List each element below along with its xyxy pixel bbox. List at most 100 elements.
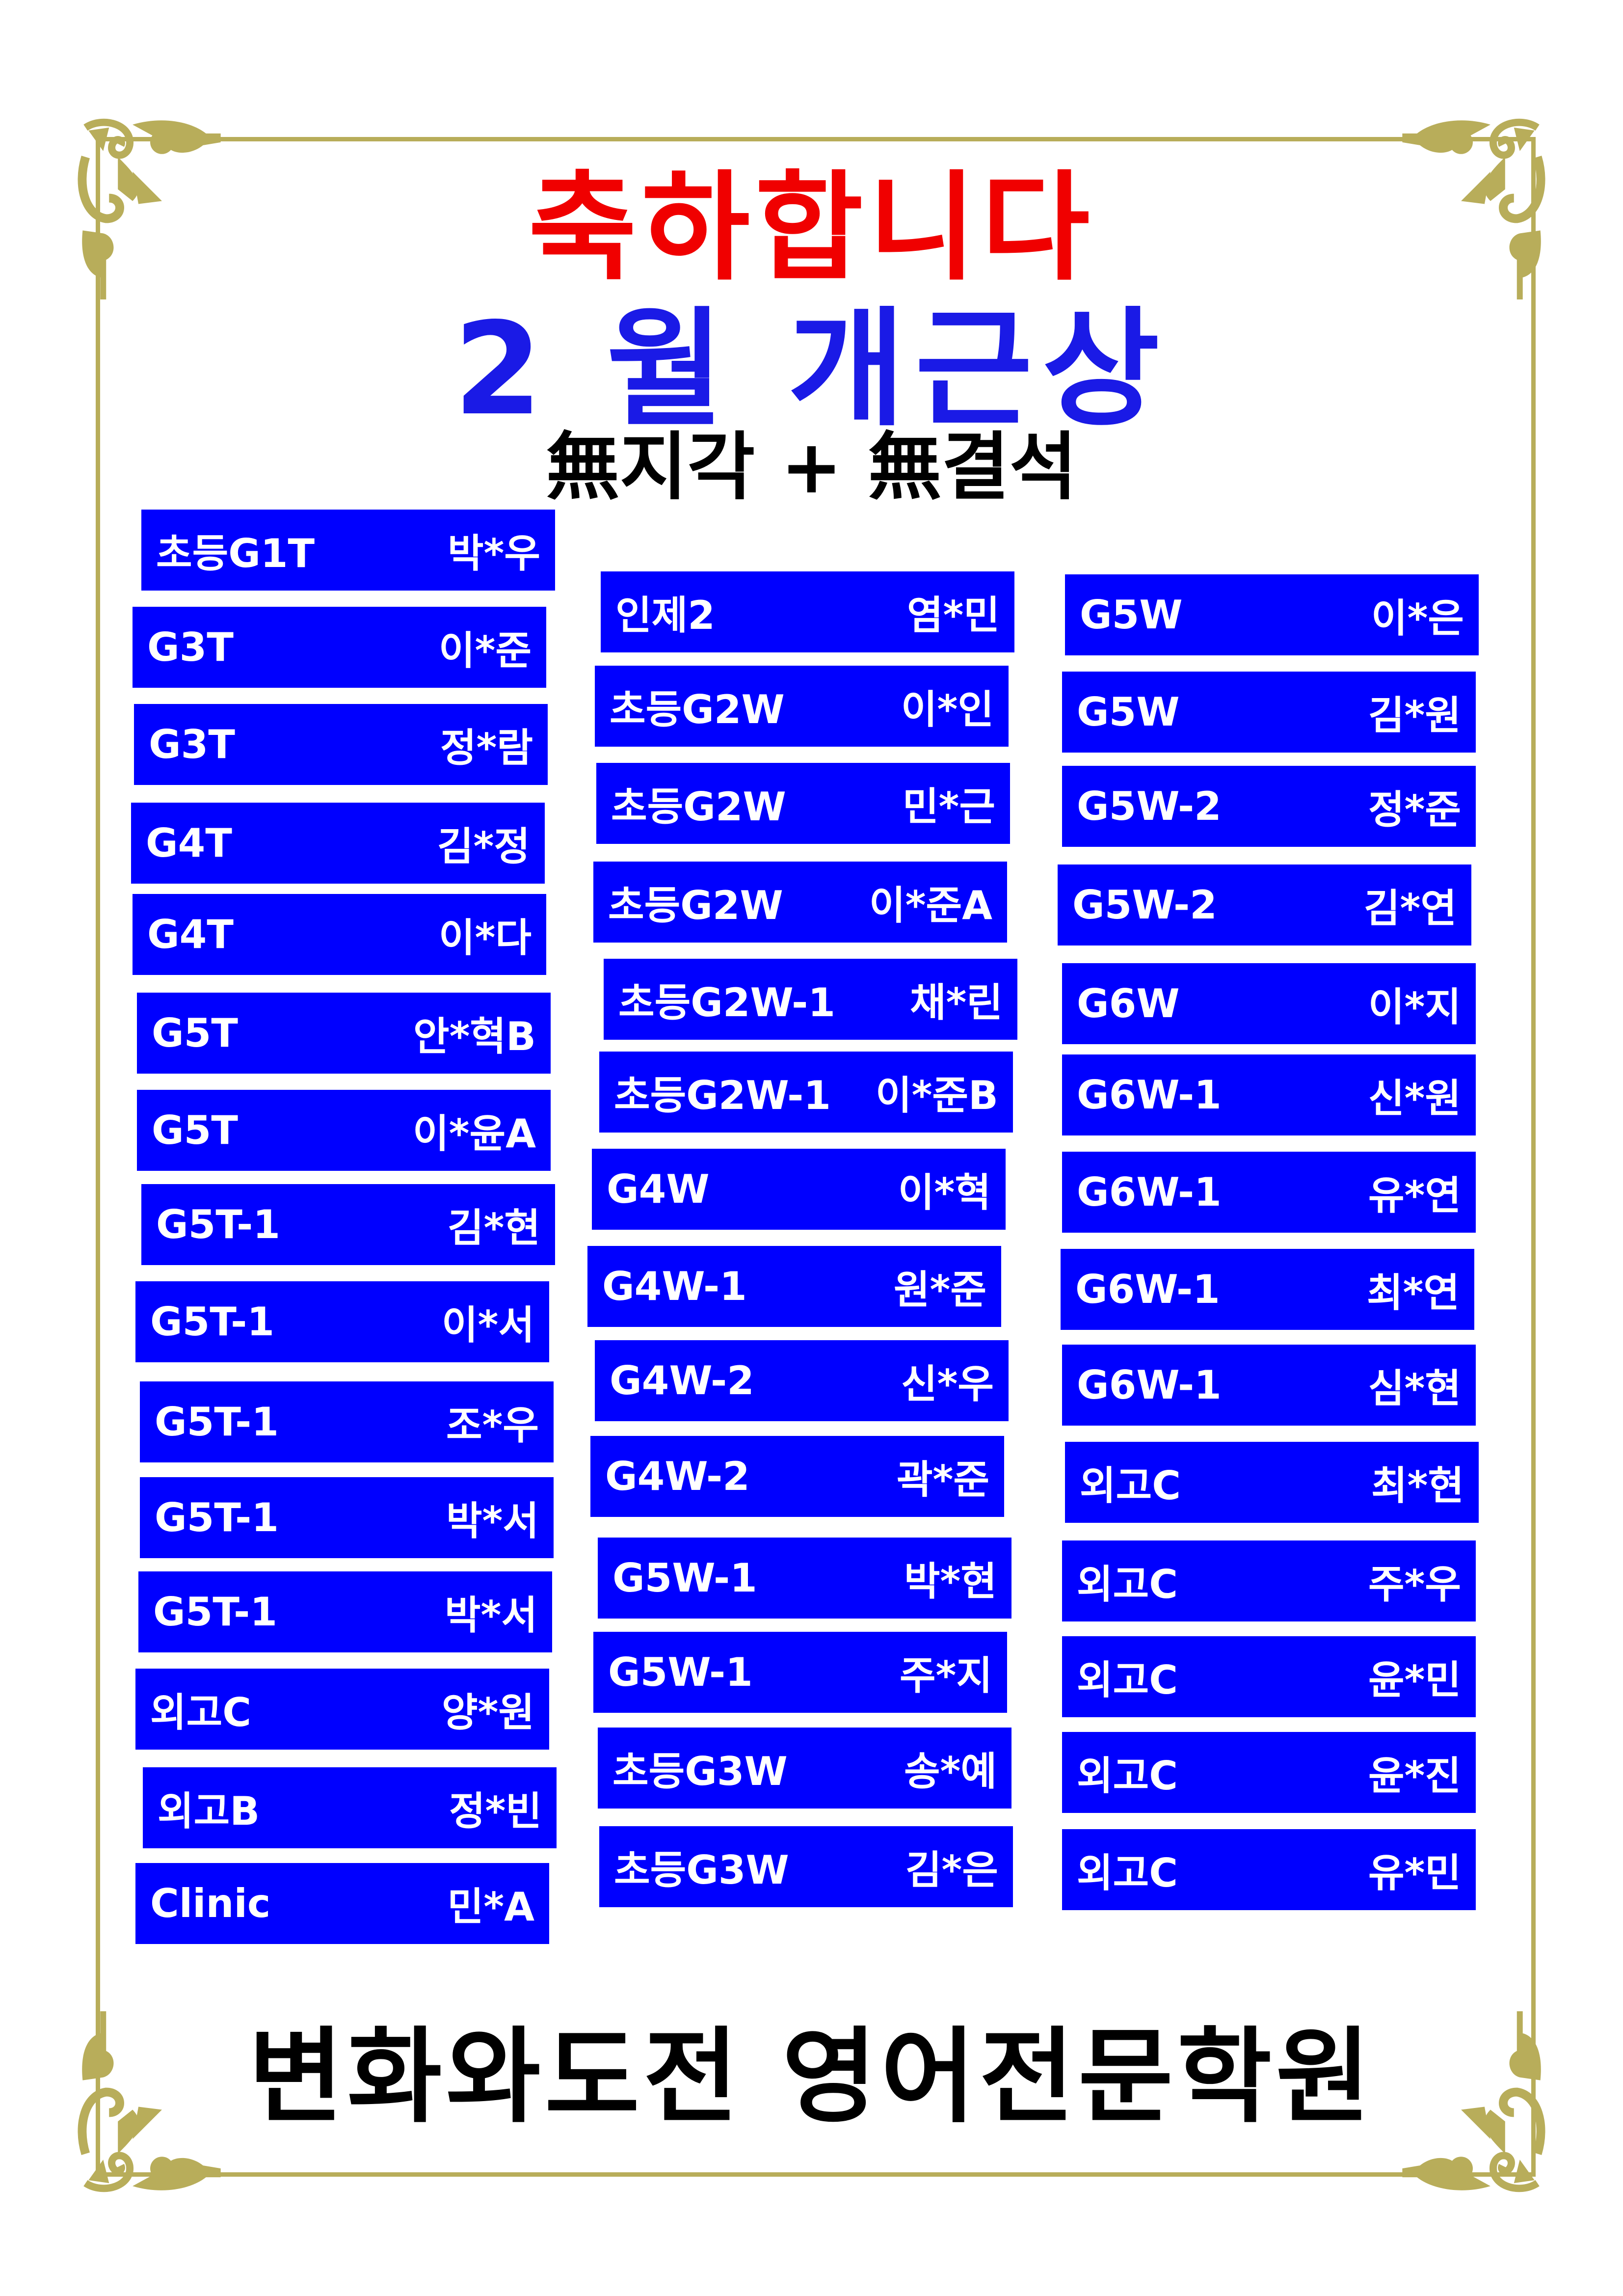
student-badge: G5T 안*혁B <box>137 993 551 1074</box>
student-name: 민*A <box>447 1884 534 1930</box>
student-name: 박*서 <box>446 1498 539 1544</box>
class-label: 초등G2W-1 <box>618 979 836 1026</box>
student-badge: G6W-1 최*연 <box>1061 1249 1474 1330</box>
student-badge: 초등G3W 김*은 <box>599 1826 1013 1907</box>
student-name: 신*원 <box>1368 1075 1461 1121</box>
student-name: 송*예 <box>904 1748 997 1794</box>
class-label: 외고C <box>1077 1657 1178 1703</box>
class-label: G6W-1 <box>1077 1072 1222 1118</box>
ornament-corner-top-right <box>1387 113 1549 299</box>
class-label: 인제2 <box>615 592 715 638</box>
class-label: G4T <box>147 912 234 957</box>
class-label: G5T-1 <box>156 1202 281 1247</box>
class-label: G4W-2 <box>610 1358 754 1404</box>
student-name: 정*준 <box>1368 786 1461 833</box>
student-badge: 초등G3W 송*예 <box>598 1728 1011 1809</box>
class-label: G5W-2 <box>1077 783 1222 829</box>
class-label: G5W-1 <box>612 1555 757 1601</box>
class-label: 외고B <box>158 1788 260 1834</box>
class-label: G3T <box>147 624 234 670</box>
student-name: 이*인 <box>901 686 994 732</box>
student-name: 채*린 <box>909 979 1003 1026</box>
student-name: 최*연 <box>1366 1270 1460 1316</box>
class-label: 외고C <box>1077 1561 1178 1607</box>
student-badge: 외고B 정*빈 <box>143 1767 557 1848</box>
student-name: 곽*준 <box>896 1457 989 1503</box>
student-badge: 외고C 주*우 <box>1062 1540 1476 1621</box>
student-name: 이*다 <box>438 915 532 961</box>
class-label: G4W-1 <box>602 1264 747 1309</box>
class-label: 외고C <box>1077 1753 1178 1799</box>
ornament-corner-top-left <box>74 113 236 299</box>
student-name: 박*서 <box>444 1592 537 1638</box>
student-name: 민*근 <box>902 783 995 830</box>
class-label: G5T-1 <box>155 1495 279 1540</box>
student-badge: Clinic 민*A <box>135 1863 549 1944</box>
student-badge: G5W-1 주*지 <box>593 1632 1007 1713</box>
student-name: 이*준 <box>438 627 532 674</box>
student-badge: G5T-1 조*우 <box>140 1381 554 1462</box>
student-name: 최*현 <box>1371 1462 1464 1509</box>
student-name: 이*은 <box>1371 595 1464 641</box>
student-badge: G5T 이*윤A <box>137 1090 551 1171</box>
student-badge: 외고C 윤*민 <box>1062 1636 1476 1717</box>
student-name: 정*람 <box>440 725 533 771</box>
class-label: G5T-1 <box>150 1299 275 1345</box>
student-badge: G4W-1 원*준 <box>587 1246 1001 1327</box>
student-badge: G4T 이*다 <box>133 894 546 975</box>
student-badge: G4W-2 곽*준 <box>590 1436 1004 1517</box>
student-badge: G5W 이*은 <box>1065 574 1479 655</box>
student-name: 윤*민 <box>1368 1657 1461 1703</box>
student-name: 이*지 <box>1368 984 1461 1030</box>
student-badge: G3T 이*준 <box>133 607 546 688</box>
student-name: 주*우 <box>1368 1561 1461 1607</box>
student-name: 이*준B <box>875 1072 998 1118</box>
class-label: G5T <box>152 1010 238 1056</box>
class-label: 초등G1T <box>156 530 315 576</box>
student-badge: 외고C 양*원 <box>135 1669 549 1750</box>
award-title: 2 월 개근상 <box>453 296 1170 444</box>
student-name: 이*혁 <box>898 1169 991 1216</box>
student-name: 김*현 <box>447 1205 540 1251</box>
student-badge: 초등G2W 이*준A <box>593 862 1007 943</box>
class-label: G3T <box>149 722 235 767</box>
class-label: G6W-1 <box>1077 1169 1222 1215</box>
class-label: Clinic <box>150 1881 271 1926</box>
class-label: G4T <box>146 820 232 866</box>
student-badge: G6W-1 유*연 <box>1062 1152 1476 1233</box>
student-badge: G5T-1 박*서 <box>138 1571 552 1652</box>
student-badge: 초등G1T 박*우 <box>141 510 555 591</box>
class-label: G6W-1 <box>1077 1362 1222 1408</box>
student-name: 김*연 <box>1363 885 1457 931</box>
student-badge: G3T 정*람 <box>134 704 548 785</box>
class-label: G5T-1 <box>155 1399 279 1445</box>
class-label: G5T-1 <box>153 1589 278 1635</box>
class-label: G5W-2 <box>1072 882 1217 928</box>
ornament-corner-bottom-right <box>1387 2011 1549 2198</box>
class-label: G4W-2 <box>605 1454 750 1499</box>
class-label: 외고C <box>150 1689 251 1735</box>
student-name: 이*윤A <box>413 1110 536 1157</box>
student-badge: 초등G2W-1 채*린 <box>604 959 1017 1040</box>
student-name: 이*준A <box>869 882 992 928</box>
student-name: 김*원 <box>1368 692 1461 738</box>
student-name: 정*빈 <box>449 1788 542 1834</box>
student-name: 김*정 <box>437 823 530 869</box>
student-name: 안*혁B <box>413 1013 536 1059</box>
class-label: 초등G2W <box>611 783 786 830</box>
award-criteria: 無지각 + 無결석 <box>546 425 1077 510</box>
student-badge: G6W 이*지 <box>1062 963 1476 1044</box>
class-label: G6W <box>1077 981 1180 1026</box>
student-badge: G6W-1 심*현 <box>1062 1345 1476 1426</box>
academy-name: 변화와도전 영어전문학원 <box>248 2017 1375 2137</box>
student-badge: G4W 이*혁 <box>592 1149 1006 1230</box>
class-label: G6W-1 <box>1075 1267 1220 1312</box>
student-badge: G5T-1 박*서 <box>140 1477 554 1558</box>
class-label: G5W <box>1077 689 1180 735</box>
student-name: 유*민 <box>1368 1850 1461 1896</box>
student-badge: 외고C 윤*진 <box>1062 1732 1476 1813</box>
class-label: 초등G2W-1 <box>614 1072 831 1118</box>
student-name: 김*은 <box>905 1847 998 1893</box>
student-name: 박*우 <box>447 530 540 576</box>
student-name: 심*현 <box>1368 1365 1461 1411</box>
